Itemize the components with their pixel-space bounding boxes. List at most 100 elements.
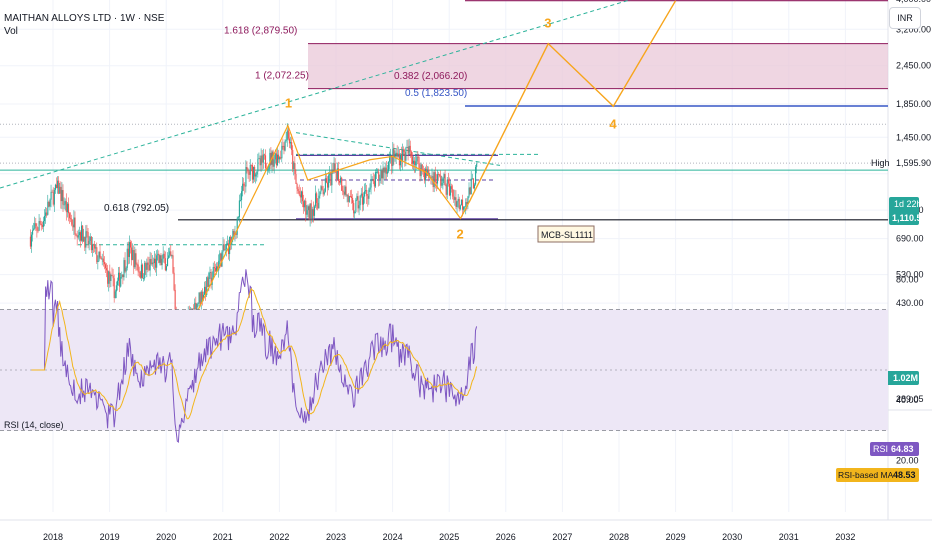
candle-body [200,291,202,304]
candle-body [247,169,249,172]
candle-body [308,206,310,220]
candle-body [472,178,474,189]
candle-body [122,274,124,278]
candle-body [394,156,396,158]
candle-body [269,152,271,166]
candle-body [393,148,395,158]
candle-body [44,215,46,222]
x-tick-label: 2032 [835,532,855,542]
candle-body [423,170,425,181]
candle-body [328,175,330,188]
candle-body [471,178,473,180]
candle-body [243,183,245,186]
currency-badge[interactable]: INR [889,7,921,29]
candle-body [324,178,326,192]
candle-body [255,174,257,177]
candle-body [51,191,53,193]
candle-body [419,168,421,177]
candle-body [53,189,55,205]
candle-body [128,242,131,257]
countdown-label: 1d 22h [894,199,922,209]
candle-body [84,236,86,248]
candle-body [101,258,103,260]
candle-body [335,170,337,180]
high-label: High [871,158,890,168]
candle-body [476,163,478,167]
low-value: 289.05 [896,394,924,404]
candle-body [263,154,265,156]
candle-body [368,189,370,199]
fib-label-05: 0.5 (1,823.50) [405,88,467,99]
candle-body [345,186,347,196]
candle-body [173,272,175,290]
candle-body [245,167,247,187]
candle-body [348,196,350,202]
candle-body [436,174,439,184]
candle-body [214,268,216,272]
candle-body [457,198,459,202]
candle-body [151,262,153,265]
candle-body [304,200,306,208]
wave-label-3: 3 [544,16,551,31]
candle-body [152,262,154,264]
candle-body [195,302,197,313]
volume-legend: Vol [4,26,18,37]
candle-body [161,258,163,266]
candle-body [104,264,107,269]
rsi-line [31,269,478,444]
candle-body [41,225,43,227]
candle-body [131,247,133,260]
candle-body [278,154,280,160]
fib-label-0618: 0.618 (792.05) [104,203,169,214]
candle-body [362,196,365,205]
candle-body [79,232,82,241]
candle-body [422,169,424,171]
candle-body [448,183,451,196]
candle-body [148,264,150,271]
candle-body [120,277,122,287]
rsi-ma-badge [836,468,919,482]
x-tick-label: 2021 [213,532,233,542]
candle-body [230,236,232,245]
candle-body [92,244,95,246]
candle-body [99,251,101,258]
candle-body [446,179,448,195]
candle-body [129,242,132,248]
candle-body [133,250,135,268]
candles-group [29,123,478,354]
candle-body [251,165,254,180]
candle-body [456,201,458,207]
candle-body [159,255,161,263]
candle-body [338,181,341,183]
candle-body [395,152,397,157]
candle-body [250,164,252,166]
candle-body [268,165,270,170]
candle-body [91,244,94,251]
candle-body [139,272,141,278]
candle-body [171,255,173,257]
candle-body [113,278,115,299]
symbol-title[interactable]: MAITHAN ALLOYS LTD · 1W · NSE [4,13,165,24]
candle-body [461,199,464,210]
candle-body [424,168,427,181]
candle-body [353,203,355,214]
candle-body [164,258,166,271]
candle-body [235,233,237,235]
candle-body [342,190,344,192]
candle-body [145,263,147,270]
candle-body [121,274,123,278]
candle-body [381,170,383,179]
candle-body [75,234,77,236]
candle-body [309,203,311,220]
candle-body [470,178,472,195]
candle-body [140,264,142,278]
candle-body [33,228,35,231]
candle-body [283,145,285,151]
candle-body [452,189,454,197]
candle-body [147,262,149,265]
candle-body [248,171,250,175]
candle-body [272,151,274,167]
candle-body [407,147,409,154]
candle-body [150,258,152,265]
